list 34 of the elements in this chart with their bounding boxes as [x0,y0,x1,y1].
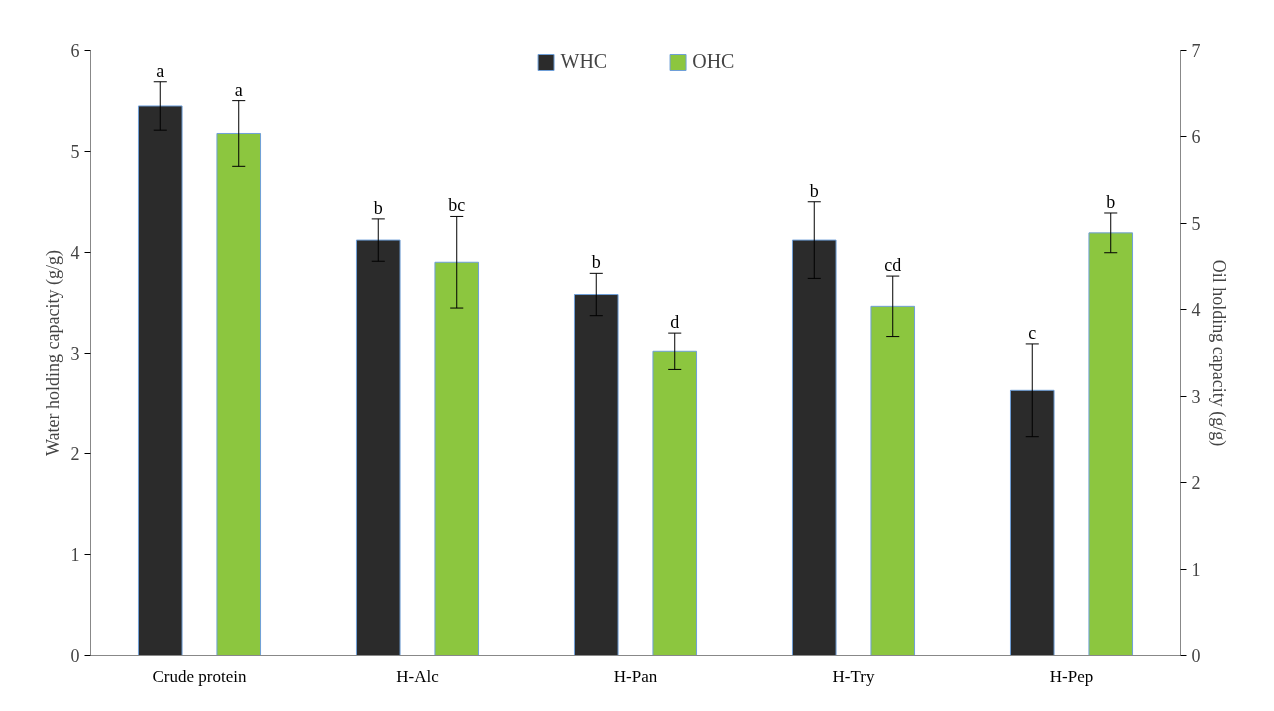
data-label: b [1106,191,1116,212]
y2-tick-label: 5 [1191,213,1201,234]
data-label: a [156,60,165,81]
data-label: a [234,79,243,100]
y2-tick-label: 2 [1191,473,1201,494]
y-tick-label: 6 [70,41,80,61]
y-tick-label: 3 [70,343,80,364]
y2-tick-label: 7 [1191,41,1201,61]
data-label: b [591,252,601,273]
x-tick-label: H-Try [832,666,875,686]
data-label: cd [884,255,902,276]
y-tick-label: 1 [70,545,80,566]
y2-tick-label: 1 [1191,559,1201,580]
y2-tick-label: 4 [1191,300,1201,321]
y2-tick-label: 3 [1191,386,1201,407]
x-tick-label: Crude protein [152,666,247,686]
y-tick-label: 4 [70,242,80,263]
y-tick-label: 5 [70,141,80,162]
data-label: c [1028,322,1037,343]
data-label: d [670,312,680,333]
x-tick-label: H-Alc [396,666,440,686]
y2-tick-label: 0 [1191,646,1201,666]
y-tick-label: 2 [70,444,80,465]
data-label: b [809,180,819,201]
y-tick-label: 0 [70,646,80,666]
x-tick-label: H-Pep [1049,666,1094,686]
y-axis-title: Water holding capacity (g/g) [42,250,64,456]
y2-tick-label: 6 [1191,127,1201,148]
legend-label: OHC [692,50,735,73]
data-label: bc [448,195,466,216]
legend-label: WHC [560,50,608,73]
y2-axis-title: Oil holding capacity (g/g) [1207,259,1229,447]
data-label: b [373,197,383,218]
x-tick-label: H-Pan [613,666,658,686]
